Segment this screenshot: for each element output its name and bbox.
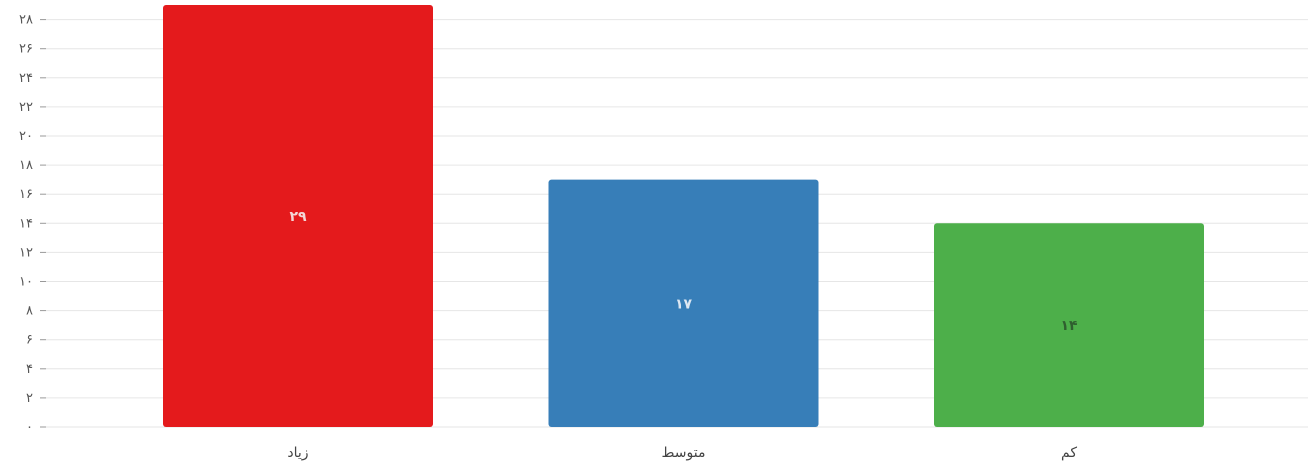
- y-tick-label: ۱۴: [19, 216, 33, 231]
- y-tick-label: ۲۲: [19, 100, 33, 115]
- bar[interactable]: [934, 223, 1204, 427]
- bar-value-label: ۱۴: [1060, 318, 1078, 334]
- y-tick-label: ۲۴: [19, 71, 33, 86]
- x-category-label: کم: [1061, 445, 1077, 461]
- bar[interactable]: [163, 5, 433, 428]
- y-tick-label: ۸: [26, 304, 33, 319]
- y-tick-label: ۴: [26, 362, 33, 377]
- x-category-label: زیاد: [287, 445, 308, 461]
- y-tick-label: ۶: [26, 333, 33, 348]
- y-tick-label: ۱۶: [19, 187, 33, 202]
- y-tick-label: ۲۰: [19, 129, 33, 144]
- bar-value-label: ۲۹: [289, 209, 307, 225]
- y-tick-label: ۱۸: [19, 158, 33, 173]
- y-tick-label: ۲: [26, 391, 33, 406]
- bar-value-label: ۱۷: [675, 296, 693, 312]
- bars: ۲۹ ۱۷ ۱۴: [163, 5, 1204, 428]
- y-tick-label: ۱۲: [19, 245, 33, 260]
- y-tick-label: ۰: [26, 420, 33, 435]
- bar[interactable]: [548, 179, 819, 427]
- y-tick-label: ۱۰: [19, 275, 33, 290]
- y-tick-label: ۲۶: [19, 42, 33, 57]
- x-category-label: متوسط: [662, 445, 706, 461]
- y-tick-label: ۲۸: [19, 13, 33, 28]
- category-labels: زیاد متوسط کم: [287, 445, 1077, 461]
